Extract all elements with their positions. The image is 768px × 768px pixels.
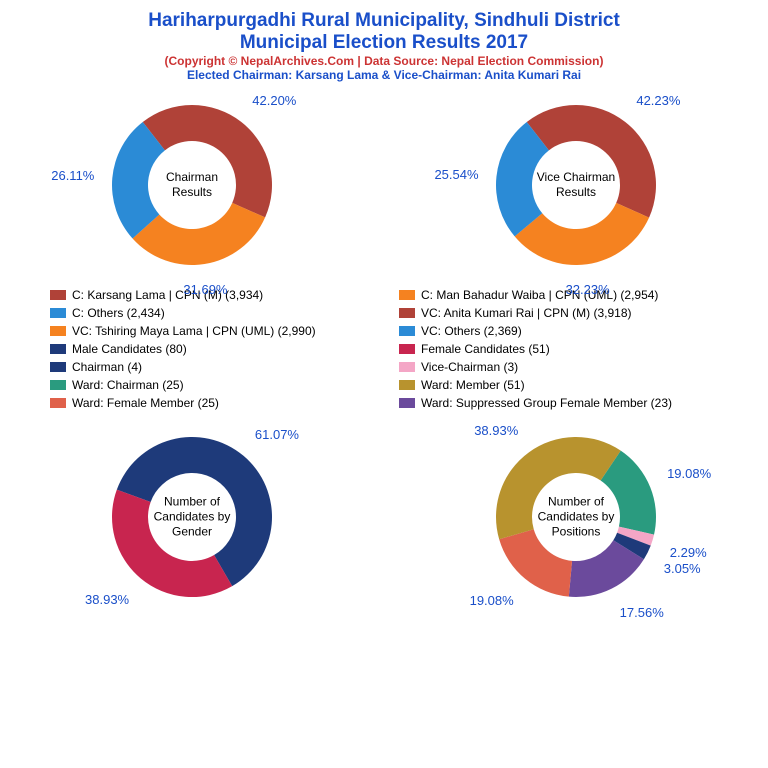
- legend-item: VC: Others (2,369): [399, 324, 728, 338]
- legend-label: Vice-Chairman (3): [421, 360, 518, 374]
- slice-pct-label: 17.56%: [620, 605, 664, 620]
- slice-pct-label: 38.93%: [85, 592, 129, 607]
- donut-center-label: Number of Candidates by Gender: [147, 495, 237, 540]
- legend-swatch: [399, 290, 415, 300]
- legend-label: Female Candidates (51): [421, 342, 550, 356]
- slice-pct-label: 2.29%: [670, 545, 707, 560]
- title-line-1: Hariharpurgadhi Rural Municipality, Sind…: [20, 10, 748, 32]
- slice-pct-label: 25.54%: [434, 167, 478, 182]
- chart-positions: 19.08%2.29%3.05%17.56%19.08%38.93%Number…: [404, 422, 748, 612]
- legend-swatch: [50, 344, 66, 354]
- legend-swatch: [50, 308, 66, 318]
- legend-item: VC: Tshiring Maya Lama | CPN (UML) (2,99…: [50, 324, 379, 338]
- legend-label: Ward: Female Member (25): [72, 396, 219, 410]
- chart-gender: 61.07% 38.93% Number of Candidates by Gend…: [20, 422, 364, 612]
- legend: C: Karsang Lama | CPN (M) (3,934) C: Man …: [20, 280, 748, 422]
- legend-label: Ward: Member (51): [421, 378, 525, 392]
- chart-vice-chairman: 42.23%32.23%25.54%Vice Chairman Results: [404, 90, 748, 280]
- legend-label: Male Candidates (80): [72, 342, 187, 356]
- legend-item: Ward: Female Member (25): [50, 396, 379, 410]
- charts-grid: 42.20%31.69%26.11%Chairman Results 42.23…: [20, 90, 748, 280]
- legend-swatch: [399, 362, 415, 372]
- legend-swatch: [50, 380, 66, 390]
- slice-pct-label: 26.11%: [51, 168, 94, 183]
- subtitle-copyright: (Copyright © NepalArchives.Com | Data So…: [20, 54, 748, 68]
- legend-label: VC: Anita Kumari Rai | CPN (M) (3,918): [421, 306, 632, 320]
- slice-pct-label: 32.23%: [566, 282, 610, 297]
- slice-pct-label: 19.08%: [667, 466, 711, 481]
- legend-item: Vice-Chairman (3): [399, 360, 728, 374]
- legend-item: Ward: Chairman (25): [50, 378, 379, 392]
- slice-pct-label: 38.93%: [474, 423, 518, 438]
- legend-swatch: [50, 290, 66, 300]
- donut-center-label: Number of Candidates by Positions: [531, 495, 621, 540]
- legend-swatch: [399, 326, 415, 336]
- donut-slice: [527, 105, 656, 218]
- legend-item: Chairman (4): [50, 360, 379, 374]
- slice-pct-label: 61.07%: [255, 427, 299, 442]
- slice-pct-label: 19.08%: [470, 593, 514, 608]
- legend-swatch: [50, 362, 66, 372]
- chart-chairman: 42.20%31.69%26.11%Chairman Results: [20, 90, 364, 280]
- subtitle-elected: Elected Chairman: Karsang Lama & Vice-Ch…: [20, 68, 748, 82]
- legend-label: Ward: Chairman (25): [72, 378, 184, 392]
- donut-center-label: Chairman Results: [147, 170, 237, 200]
- legend-label: VC: Others (2,369): [421, 324, 522, 338]
- legend-item: C: Man Bahadur Waiba | CPN (UML) (2,954): [399, 288, 728, 302]
- legend-swatch: [399, 398, 415, 408]
- slice-pct-label: 42.20%: [252, 93, 296, 108]
- slice-pct-label: 42.23%: [636, 93, 680, 108]
- slice-pct-label: 31.69%: [183, 282, 227, 297]
- charts-grid-2: 61.07% 38.93% Number of Candidates by Gend…: [20, 422, 748, 612]
- donut-center-label: Vice Chairman Results: [531, 170, 621, 200]
- title-line-2: Municipal Election Results 2017: [20, 32, 748, 54]
- legend-label: C: Man Bahadur Waiba | CPN (UML) (2,954): [421, 288, 658, 302]
- legend-swatch: [399, 380, 415, 390]
- legend-swatch: [50, 398, 66, 408]
- legend-item: Male Candidates (80): [50, 342, 379, 356]
- legend-item: Ward: Member (51): [399, 378, 728, 392]
- legend-label: Chairman (4): [72, 360, 142, 374]
- legend-item: Ward: Suppressed Group Female Member (23…: [399, 396, 728, 410]
- legend-label: VC: Tshiring Maya Lama | CPN (UML) (2,99…: [72, 324, 316, 338]
- legend-label: C: Others (2,434): [72, 306, 165, 320]
- legend-item: C: Others (2,434): [50, 306, 379, 320]
- legend-swatch: [399, 344, 415, 354]
- title-block: Hariharpurgadhi Rural Municipality, Sind…: [20, 10, 748, 82]
- slice-pct-label: 3.05%: [664, 561, 701, 576]
- legend-item: VC: Anita Kumari Rai | CPN (M) (3,918): [399, 306, 728, 320]
- legend-swatch: [399, 308, 415, 318]
- legend-label: Ward: Suppressed Group Female Member (23…: [421, 396, 672, 410]
- donut-slice: [143, 105, 272, 217]
- legend-item: Female Candidates (51): [399, 342, 728, 356]
- legend-label: C: Karsang Lama | CPN (M) (3,934): [72, 288, 263, 302]
- legend-swatch: [50, 326, 66, 336]
